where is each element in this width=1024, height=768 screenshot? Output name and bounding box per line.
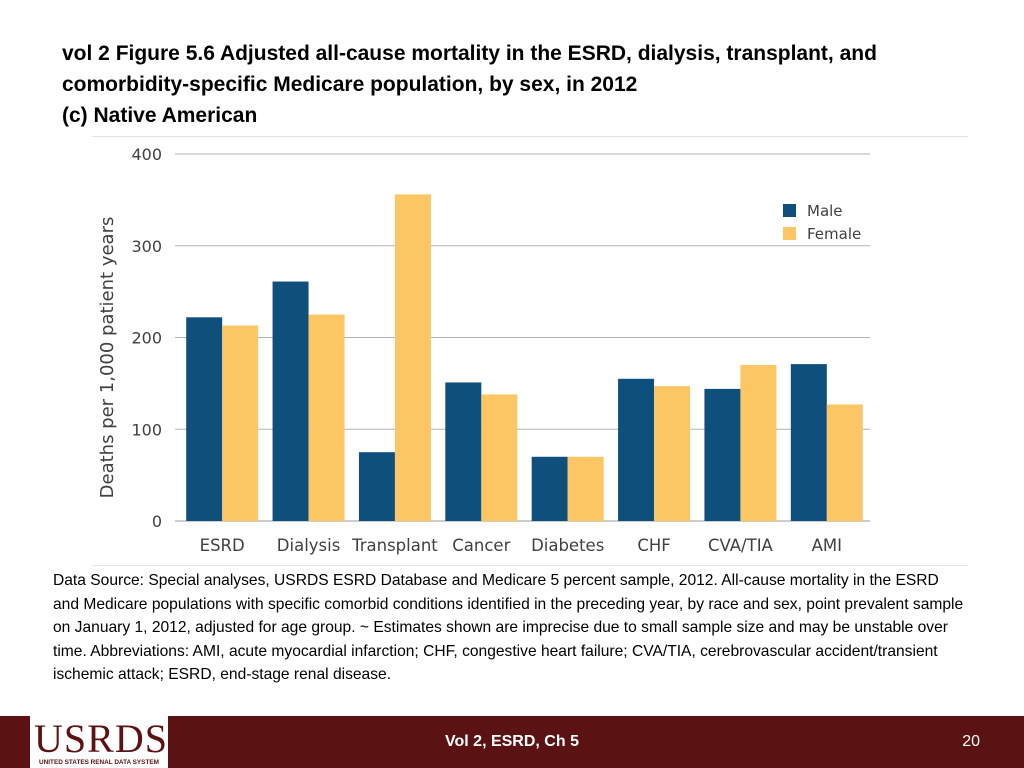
chart-frame: 0 100 200 300 400 Deaths per 1,000 patient ye… [92, 136, 968, 566]
legend-swatch-female [783, 227, 796, 240]
y-tick-label: 300 [131, 237, 162, 256]
bar-male-esrd [186, 317, 223, 521]
logo-subtitle: UNITED STATES RENAL DATA SYSTEM [39, 759, 159, 766]
bar-female-cancer [481, 394, 518, 521]
bar-female-dialysis [308, 314, 345, 521]
legend-label-male: Male [807, 202, 843, 220]
bar-male-cva-tia [704, 388, 741, 521]
bar-female-diabetes [567, 456, 604, 521]
bar-female-chf [654, 386, 691, 521]
bar-female-cva-tia [740, 365, 777, 521]
footer-section-label: Vol 2, ESRD, Ch 5 [445, 733, 579, 750]
x-tick-label: Diabetes [531, 536, 604, 555]
bar-male-transplant [358, 452, 395, 521]
y-axis-label: Deaths per 1,000 patient years [97, 217, 118, 499]
title-line-3: (c) Native American [62, 104, 258, 127]
x-tick-label: Transplant [351, 536, 438, 555]
bar-female-transplant [394, 194, 431, 521]
x-tick-label: Cancer [452, 536, 510, 555]
x-tick-label: CHF [637, 536, 670, 555]
title-line-2: comorbidity-specific Medicare population… [62, 73, 638, 96]
bar-female-ami [826, 404, 863, 521]
x-tick-label: AMI [812, 536, 842, 555]
y-tick-label: 100 [131, 420, 162, 439]
legend-swatch-male [783, 204, 796, 217]
bar-male-dialysis [272, 281, 309, 521]
x-tick-label: CVA/TIA [708, 536, 774, 555]
y-tick-label: 200 [131, 329, 162, 348]
bar-chart: 0 100 200 300 400 Deaths per 1,000 patient ye… [97, 145, 870, 555]
page-number: 20 [962, 733, 980, 750]
x-tick-label: ESRD [200, 536, 245, 555]
logo-wordmark: USRDS [34, 716, 168, 761]
bar-male-cancer [445, 382, 482, 521]
title-line-1: vol 2 Figure 5.6 Adjusted all-cause mort… [62, 42, 877, 65]
bar-male-chf [618, 378, 655, 521]
usrds-logo: USRDS UNITED STATES RENAL DATA SYSTEM [30, 716, 168, 768]
x-tick-label: Dialysis [277, 536, 341, 555]
y-tick-label: 400 [131, 145, 162, 164]
bar-male-ami [790, 364, 827, 521]
bar-male-diabetes [531, 456, 568, 521]
legend-label-female: Female [807, 225, 861, 243]
bar-female-esrd [222, 325, 259, 521]
footer-bar [0, 716, 1024, 768]
data-source-note: Data Source: Special analyses, USRDS ESR… [53, 572, 964, 683]
y-tick-label: 0 [152, 512, 162, 531]
figure-title: vol 2 Figure 5.6 Adjusted all-cause mort… [62, 38, 962, 131]
